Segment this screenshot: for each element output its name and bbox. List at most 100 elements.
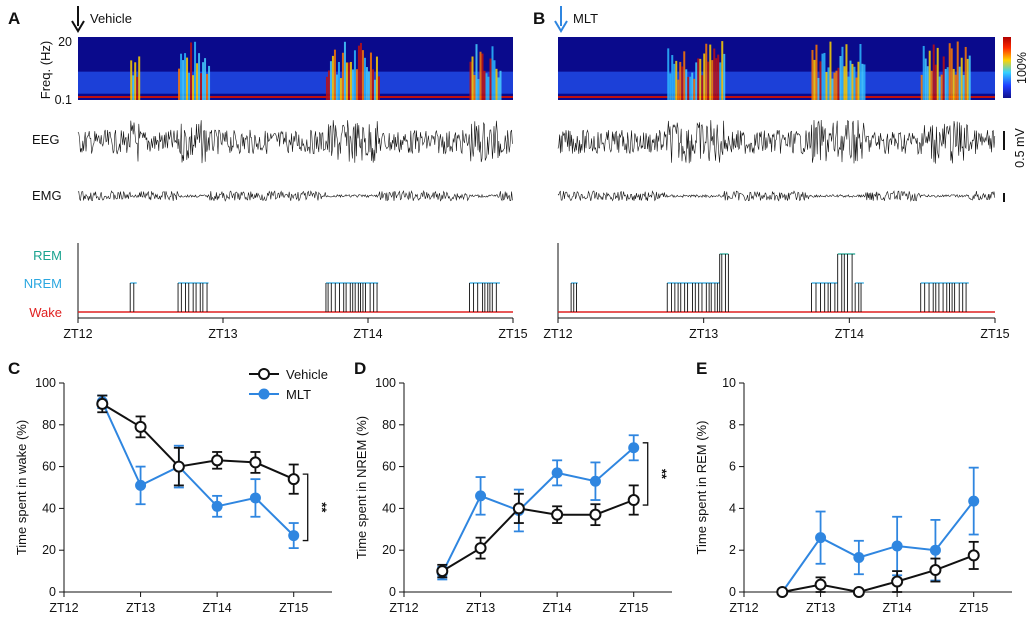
data-point-mlt <box>135 479 147 491</box>
zt-tick-label: ZT12 <box>63 327 92 341</box>
panel-label-b: B <box>533 9 545 28</box>
zt-tick-label: ZT14 <box>353 327 382 341</box>
state-label-rem: REM <box>33 248 62 263</box>
chart-nrem: 0 20 40 60 80 100 ZT12 ZT13 ZT14 ZT15 Time spent i… <box>354 376 672 615</box>
y-axis-label: Time spent in wake (%) <box>14 420 29 555</box>
data-point-mlt <box>589 475 601 487</box>
x-tick-label: ZT15 <box>959 601 988 615</box>
y-tick-label: 4 <box>729 501 736 515</box>
data-point-vehicle <box>852 586 865 598</box>
y-tick-label: 20 <box>42 543 56 557</box>
data-point-mlt <box>628 442 640 454</box>
spectrogram-ytick-top: 20 <box>58 35 72 49</box>
y-tick-label: 80 <box>42 418 56 432</box>
arrow-label-mlt: MLT <box>573 11 598 26</box>
panel-b: B MLT 100% 0.5 mV ZT12 ZT13 ZT14 ZT15 <box>533 6 1029 341</box>
y-axis-label: Time spent in NREM (%) <box>354 416 369 559</box>
significance-label: ** <box>655 469 670 480</box>
eeg-label: EEG <box>32 132 59 147</box>
data-point-vehicle <box>814 578 827 591</box>
data-point-vehicle <box>891 575 904 588</box>
hypnogram-mlt <box>558 253 995 313</box>
y-tick-label: 20 <box>382 543 396 557</box>
data-point-mlt <box>475 490 487 502</box>
y-tick-label: 2 <box>729 543 736 557</box>
zt-axis-mlt: ZT12 ZT13 ZT14 ZT15 <box>543 318 1010 341</box>
x-tick-label: ZT12 <box>49 601 78 615</box>
x-tick-label: ZT14 <box>203 601 232 615</box>
eeg-trace-vehicle <box>77 120 513 164</box>
panel-a: A Vehicle Freq. (Hz) 20 0.1 EEG EMG REM … <box>8 6 528 341</box>
data-point-vehicle <box>436 565 449 578</box>
eeg-trace-mlt <box>557 119 996 164</box>
x-tick-label: ZT13 <box>466 601 495 615</box>
state-label-nrem: NREM <box>24 276 62 291</box>
significance-bracket <box>642 442 649 506</box>
data-point-vehicle <box>551 508 564 521</box>
series-line-vehicle <box>441 499 635 572</box>
legend-marker-mlt <box>258 388 270 400</box>
panel-label-a: A <box>8 9 20 28</box>
data-point-mlt <box>815 532 827 544</box>
data-point-vehicle <box>929 564 942 577</box>
colorbar <box>1003 37 1011 98</box>
data-point-vehicle <box>512 502 525 515</box>
data-point-mlt <box>551 467 563 479</box>
x-tick-label: ZT13 <box>126 601 155 615</box>
data-point-mlt <box>288 530 300 542</box>
legend-marker-vehicle <box>258 368 270 380</box>
y-tick-label: 0 <box>49 585 56 599</box>
chart-wake: 0 20 40 60 80 100 ZT12 ZT13 ZT14 ZT15 Time spent i… <box>14 376 332 615</box>
zt-tick-label: ZT13 <box>208 327 237 341</box>
data-point-mlt <box>929 544 941 556</box>
y-tick-label: 6 <box>729 460 736 474</box>
legend: Vehicle MLT <box>249 367 328 402</box>
data-point-vehicle <box>134 420 147 433</box>
y-tick-label: 100 <box>35 376 56 390</box>
arrow-label-vehicle: Vehicle <box>90 11 132 26</box>
y-tick-label: 10 <box>722 376 736 390</box>
series-line-vehicle <box>782 554 975 594</box>
data-point-vehicle <box>287 473 300 486</box>
spectrogram-vehicle <box>78 37 513 100</box>
hypnogram-axes-mlt <box>557 243 995 319</box>
y-tick-label: 60 <box>382 460 396 474</box>
data-point-vehicle <box>627 494 640 507</box>
emg-label: EMG <box>32 188 62 203</box>
significance-label: ** <box>315 502 330 513</box>
data-point-vehicle <box>776 586 789 598</box>
data-point-mlt <box>968 495 980 507</box>
zt-tick-label: ZT12 <box>543 327 572 341</box>
hypnogram-vehicle <box>78 282 513 313</box>
data-point-vehicle <box>172 460 185 473</box>
y-tick-label: 40 <box>382 501 396 515</box>
data-point-vehicle <box>96 397 109 410</box>
x-tick-label: ZT13 <box>806 601 835 615</box>
chart-rem: 0 2 4 6 8 10 ZT12 ZT13 ZT14 ZT15 Time spent in REM… <box>694 376 1012 615</box>
series-line-mlt <box>101 401 295 537</box>
y-tick-label: 0 <box>389 585 396 599</box>
panel-label-c: C <box>8 359 20 378</box>
significance-bracket <box>302 473 309 542</box>
y-tick-label: 40 <box>42 501 56 515</box>
zt-tick-label: ZT15 <box>980 327 1009 341</box>
legend-label-mlt: MLT <box>286 387 311 402</box>
data-point-vehicle <box>474 542 487 555</box>
spectrogram-ytick-bottom: 0.1 <box>55 93 72 107</box>
y-tick-label: 60 <box>42 460 56 474</box>
data-point-vehicle <box>211 454 224 467</box>
y-tick-label: 8 <box>729 418 736 432</box>
down-arrow-icon <box>71 6 85 33</box>
panel-label-e: E <box>696 359 707 378</box>
down-arrow-icon <box>554 6 568 33</box>
x-tick-label: ZT14 <box>543 601 572 615</box>
y-tick-label: 80 <box>382 418 396 432</box>
spectrogram-mlt <box>558 37 995 100</box>
zt-tick-label: ZT13 <box>689 327 718 341</box>
data-point-mlt <box>853 552 865 564</box>
data-point-vehicle <box>967 549 980 562</box>
colorbar-label: 100% <box>1015 52 1029 84</box>
x-tick-label: ZT12 <box>729 601 758 615</box>
data-point-mlt <box>211 500 223 512</box>
